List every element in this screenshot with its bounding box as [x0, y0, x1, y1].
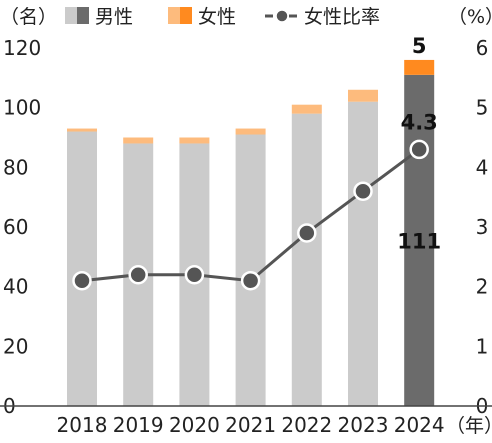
data-label-female-2024: 5	[412, 34, 427, 58]
x-tick-label-2022: 2022	[281, 413, 332, 437]
legend-label-female: 女性	[198, 6, 236, 28]
bar-male-2022	[291, 113, 322, 406]
legend-male-swatch-dark	[77, 7, 89, 24]
right-tick-label: 4	[476, 155, 489, 179]
x-axis-unit: （年）	[446, 415, 492, 437]
right-tick-label: 2	[476, 275, 489, 299]
ratio-line-series	[72, 139, 429, 291]
bar-female-2022	[291, 104, 322, 114]
ratio-point-2024	[409, 139, 429, 160]
legend-ratio-marker	[275, 9, 289, 23]
x-tick-label-2023: 2023	[338, 413, 389, 437]
x-tick-label-2024: 2024	[394, 413, 445, 437]
bar-female-2019	[123, 137, 154, 144]
left-tick-label: 100	[3, 96, 41, 120]
ratio-point-2020	[184, 264, 205, 285]
bars	[67, 59, 435, 407]
right-tick-label: 5	[476, 96, 489, 120]
right-axis-unit: （%）	[448, 6, 492, 28]
legend-male-swatch-light	[65, 7, 77, 24]
bar-female-2020	[179, 137, 210, 144]
right-tick-label: 3	[476, 215, 489, 239]
data-label-ratio-2024: 4.3	[401, 110, 438, 134]
ratio-point-2018	[72, 270, 92, 291]
right-tick-label: 1	[476, 334, 489, 358]
left-tick-label: 80	[3, 155, 28, 179]
left-tick-label: 20	[3, 334, 28, 358]
bar-female-2023	[348, 89, 378, 102]
x-tick-label-2018: 2018	[57, 413, 108, 437]
legend-label-ratio: 女性比率	[304, 6, 380, 28]
bar-female-2024	[404, 59, 435, 75]
legend-label-male: 男性	[95, 6, 133, 28]
legend: 男性 女性 女性比率	[65, 6, 380, 28]
bar-male-2024	[404, 74, 435, 406]
ratio-point-2021	[240, 270, 261, 291]
bar-female-2018	[67, 128, 97, 132]
left-tick-label: 120	[3, 36, 41, 60]
bar-female-2021	[235, 128, 266, 135]
left-tick-label: 60	[3, 215, 28, 239]
right-tick-label: 6	[476, 36, 489, 60]
ratio-point-2022	[297, 223, 317, 243]
ratio-point-2019	[128, 264, 148, 285]
left-tick-label: 40	[3, 275, 28, 299]
legend-female-swatch-dark	[180, 7, 192, 24]
data-label-male-2024: 111	[397, 229, 441, 253]
bar-male-2023	[348, 101, 378, 406]
x-axis-ticks: 2018 2019 2020 2021 2022 2023 2024	[57, 413, 445, 437]
left-axis-unit: （名）	[0, 6, 57, 28]
bar-male-2018	[67, 131, 97, 407]
ratio-point-2023	[353, 181, 373, 201]
x-tick-label-2021: 2021	[225, 413, 276, 437]
x-tick-label-2020: 2020	[169, 413, 220, 437]
legend-female-swatch-light	[168, 7, 180, 24]
x-tick-label-2019: 2019	[113, 413, 164, 437]
